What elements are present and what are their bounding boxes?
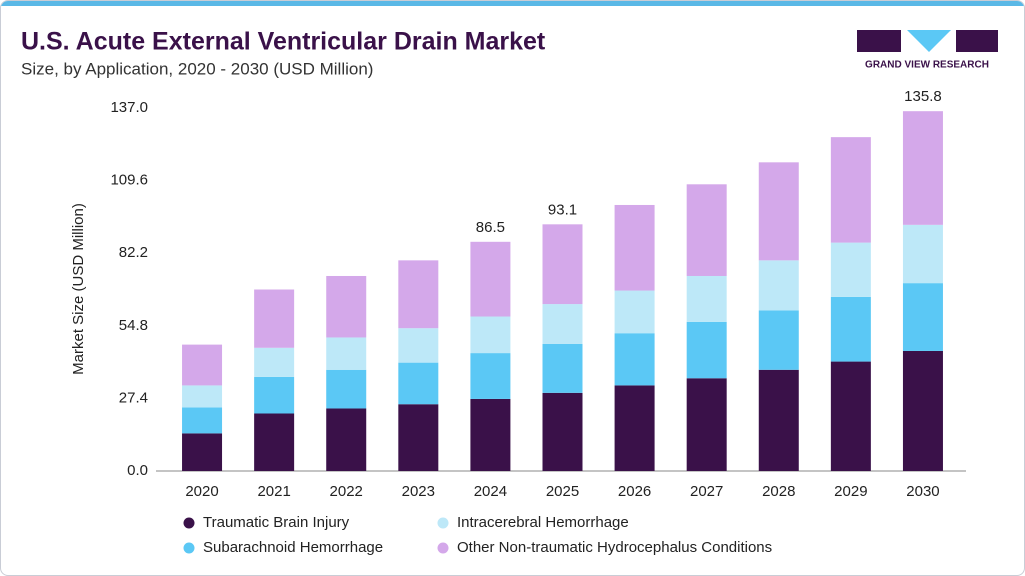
- bar-segment: [182, 407, 223, 434]
- y-tick-label: 109.6: [110, 172, 148, 189]
- bar-segment: [182, 433, 223, 471]
- logo-block: [907, 30, 951, 52]
- bar-segment: [614, 290, 655, 334]
- logo-block: [956, 30, 998, 52]
- chart-subtitle: Size, by Application, 2020 - 2030 (USD M…: [21, 59, 373, 78]
- bar-segment: [470, 316, 511, 354]
- legend-marker: [183, 517, 195, 529]
- bar-segment: [686, 275, 727, 322]
- bar-segment: [470, 241, 511, 317]
- x-tick-label: 2025: [546, 483, 579, 500]
- bar-segment: [542, 224, 583, 305]
- total-label: 86.5: [476, 219, 505, 236]
- legend-label: Subarachnoid Hemorrhage: [203, 539, 383, 556]
- bar-segment: [398, 362, 439, 405]
- x-tick-label: 2029: [834, 483, 867, 500]
- bar-segment: [902, 111, 943, 225]
- y-tick-label: 27.4: [119, 389, 148, 406]
- bar-segment: [182, 344, 223, 386]
- bar-segment: [398, 328, 439, 363]
- bar-segment: [830, 361, 871, 471]
- y-tick-label: 137.0: [110, 99, 148, 116]
- legend-marker: [437, 542, 449, 554]
- bar-segment: [758, 310, 799, 370]
- legend-label: Other Non-traumatic Hydrocephalus Condit…: [457, 539, 772, 556]
- y-axis-label: Market Size (USD Million): [70, 203, 87, 375]
- x-tick-label: 2030: [906, 483, 939, 500]
- bar-segment: [254, 289, 295, 348]
- bar-segment: [830, 137, 871, 243]
- bar-segment: [614, 204, 655, 291]
- bar-segment: [902, 224, 943, 284]
- bar-segment: [614, 333, 655, 386]
- bar-segment: [758, 162, 799, 261]
- x-tick-label: 2022: [330, 483, 363, 500]
- x-tick-label: 2023: [402, 483, 435, 500]
- bar-segment: [470, 398, 511, 471]
- bar-segment: [902, 350, 943, 471]
- bar-segment: [254, 376, 295, 414]
- bar-segment: [326, 408, 367, 471]
- x-tick-label: 2027: [690, 483, 723, 500]
- bar-segment: [254, 347, 295, 377]
- total-label: 135.8: [904, 88, 942, 105]
- x-tick-label: 2026: [618, 483, 651, 500]
- bar-segment: [542, 343, 583, 393]
- legend-label: Intracerebral Hemorrhage: [457, 514, 629, 531]
- bar-segment: [326, 275, 367, 338]
- x-tick-label: 2020: [185, 483, 218, 500]
- top-stripe: [1, 1, 1024, 6]
- x-tick-label: 2024: [474, 483, 507, 500]
- bar-segment: [686, 378, 727, 471]
- bar-segment: [254, 413, 295, 471]
- logo-text: GRAND VIEW RESEARCH: [865, 60, 989, 71]
- y-tick-label: 0.0: [127, 462, 148, 479]
- x-tick-label: 2028: [762, 483, 795, 500]
- bar-segment: [398, 404, 439, 471]
- total-label: 93.1: [548, 201, 577, 218]
- x-tick-label: 2021: [257, 483, 290, 500]
- bar-segment: [614, 385, 655, 471]
- chart-title: U.S. Acute External Ventricular Drain Ma…: [21, 28, 546, 56]
- legend-label: Traumatic Brain Injury: [203, 514, 350, 531]
- bar-segment: [758, 369, 799, 471]
- bar-segment: [470, 353, 511, 399]
- bar-segment: [542, 304, 583, 344]
- bar-segment: [398, 260, 439, 329]
- legend-marker: [183, 542, 195, 554]
- y-tick-label: 82.2: [119, 244, 148, 261]
- bar-segment: [758, 260, 799, 311]
- logo-block: [857, 30, 901, 52]
- bar-segment: [182, 385, 223, 408]
- logo: GRAND VIEW RESEARCH: [857, 30, 998, 71]
- legend-marker: [437, 517, 449, 529]
- bar-segment: [830, 296, 871, 362]
- bar-segment: [686, 184, 727, 276]
- bar-segment: [326, 337, 367, 370]
- y-tick-label: 54.8: [119, 317, 148, 334]
- bar-segment: [542, 392, 583, 471]
- bar-segment: [902, 283, 943, 351]
- bar-segment: [326, 369, 367, 409]
- bar-segment: [686, 321, 727, 379]
- bar-segment: [830, 242, 871, 297]
